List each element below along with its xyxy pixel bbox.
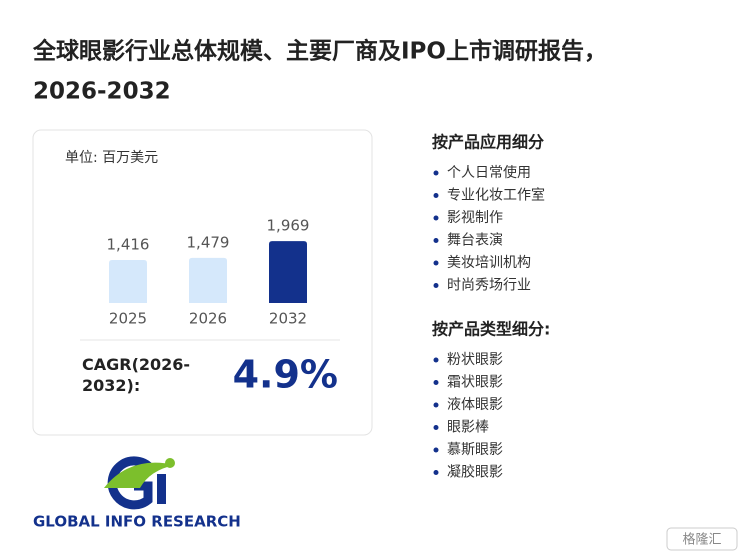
segment-item: 凝胶眼影 — [447, 464, 503, 481]
segment-item: 眼影棒 — [447, 420, 489, 436]
badge — [666, 527, 738, 551]
cagr-value: 4.9% — [233, 353, 338, 397]
bullet — [433, 470, 439, 475]
segment-item: 影视制作 — [447, 210, 503, 226]
logo-dot — [165, 458, 175, 468]
bullet — [433, 193, 439, 198]
bullet — [433, 260, 439, 266]
bullet — [433, 283, 439, 288]
title-line: 2026-2032 — [33, 79, 171, 105]
logo-text: GLOBAL INFO RESEARCH — [33, 513, 241, 531]
logo — [104, 456, 175, 510]
segment-item: 舞台表演 — [447, 233, 503, 249]
bar — [189, 257, 227, 303]
segment-item: 液体眼影 — [447, 397, 503, 413]
bullet — [433, 425, 439, 430]
bar — [269, 241, 307, 303]
bar — [109, 260, 147, 303]
bullet — [433, 238, 439, 243]
unit-label: 单位: 百万美元 — [65, 150, 158, 166]
x-tick-label: 2026 — [189, 310, 227, 328]
segment-item: 霜状眼影 — [447, 375, 503, 391]
badge-text: 格隆汇 — [682, 532, 721, 548]
segment-item: 粉状眼影 — [447, 352, 503, 368]
x-tick-label: 2025 — [109, 310, 147, 328]
bullet — [433, 402, 439, 408]
bullet — [433, 357, 439, 363]
value-label: 1,969 — [267, 217, 310, 235]
value-label: 1,416 — [107, 236, 150, 254]
segment-item: 专业化妆工作室 — [447, 187, 545, 204]
x-tick-label: 2032 — [269, 310, 307, 328]
segment-heading: 按产品应用细分 — [432, 133, 544, 152]
bullet — [433, 215, 439, 221]
segment-item: 个人日常使用 — [447, 164, 531, 181]
segment-heading: 按产品类型细分: — [432, 320, 550, 339]
segment-item: 美妆培训机构 — [447, 255, 531, 271]
cagr-label: CAGR(2026-2032): — [82, 355, 190, 395]
segment-item: 时尚秀场行业 — [447, 278, 531, 294]
bullet — [433, 380, 439, 385]
bullet — [433, 170, 439, 176]
title-line: 全球眼影行业总体规模、主要厂商及IPO上市调研报告， — [32, 38, 607, 65]
logo-i — [157, 474, 166, 504]
logo-swoosh — [104, 462, 175, 488]
segment-item: 慕斯眼影 — [447, 442, 503, 458]
bullet — [433, 447, 439, 453]
value-label: 1,479 — [187, 233, 230, 251]
